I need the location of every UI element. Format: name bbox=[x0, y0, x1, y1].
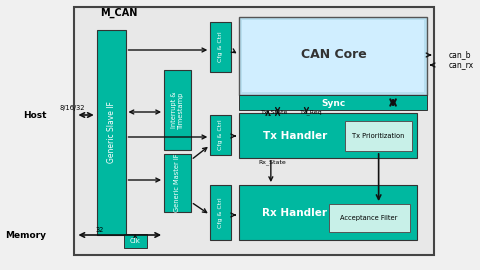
Text: Tx Handler: Tx Handler bbox=[263, 131, 327, 141]
Bar bbox=[210, 115, 231, 155]
Text: Tx_State: Tx_State bbox=[261, 109, 288, 115]
Text: Cfg & Ctrl: Cfg & Ctrl bbox=[218, 198, 223, 228]
Text: Clk: Clk bbox=[130, 238, 141, 244]
Bar bbox=[239, 95, 427, 110]
Bar bbox=[345, 121, 412, 151]
Bar bbox=[210, 185, 231, 240]
Bar bbox=[96, 30, 126, 235]
Text: Tx Prioritization: Tx Prioritization bbox=[352, 133, 405, 139]
Text: Rx Handler: Rx Handler bbox=[263, 208, 327, 218]
Text: Generic Master IF: Generic Master IF bbox=[175, 154, 180, 212]
Bar bbox=[164, 70, 191, 150]
Text: can_rx: can_rx bbox=[449, 60, 474, 69]
Text: 8/16/32: 8/16/32 bbox=[60, 105, 85, 111]
Bar bbox=[73, 7, 434, 255]
Bar bbox=[164, 154, 191, 212]
Text: Interrupt &
Timestamp: Interrupt & Timestamp bbox=[171, 91, 184, 129]
Text: Rx_State: Rx_State bbox=[258, 159, 286, 165]
Bar bbox=[239, 113, 417, 158]
Text: CAN Core: CAN Core bbox=[300, 48, 366, 60]
Text: Sync: Sync bbox=[321, 99, 346, 107]
Bar bbox=[242, 20, 424, 92]
Text: Host: Host bbox=[23, 110, 47, 120]
Text: Tx_Req: Tx_Req bbox=[300, 109, 323, 115]
Text: 32: 32 bbox=[96, 227, 104, 233]
Text: Generic Slave IF: Generic Slave IF bbox=[107, 101, 116, 163]
Bar bbox=[210, 22, 231, 72]
Text: can_b: can_b bbox=[449, 50, 471, 59]
Text: Acceptance Filter: Acceptance Filter bbox=[340, 215, 398, 221]
Bar bbox=[239, 185, 417, 240]
Text: M_CAN: M_CAN bbox=[100, 8, 137, 18]
Text: Cfg & Ctrl: Cfg & Ctrl bbox=[218, 32, 223, 62]
Bar bbox=[124, 234, 147, 248]
Text: Memory: Memory bbox=[6, 231, 47, 239]
Bar bbox=[239, 17, 427, 95]
Text: Cfg & Ctrl: Cfg & Ctrl bbox=[218, 120, 223, 150]
Bar bbox=[329, 204, 410, 232]
